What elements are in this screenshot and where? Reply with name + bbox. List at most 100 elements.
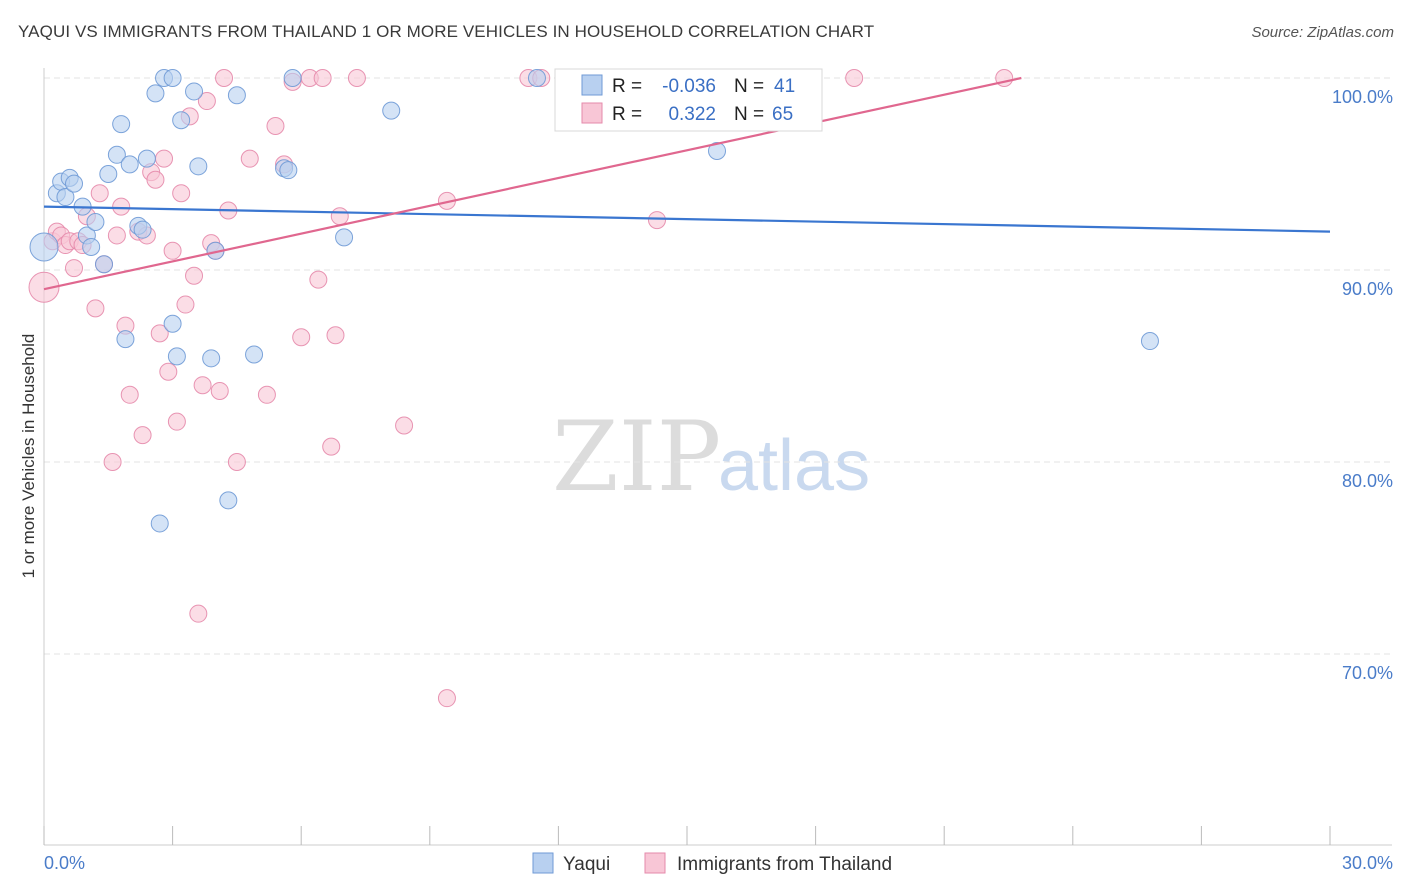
- legend-n-value-yaqui: 41: [774, 76, 795, 97]
- point-thailand-26: [163, 241, 182, 260]
- point-thailand-49: [313, 69, 332, 87]
- point-yaqui-5: [65, 174, 84, 193]
- x-tick-label-30: 30.0%: [1342, 853, 1393, 873]
- point-yaqui-12: [107, 145, 126, 164]
- series-legend-swatch-thailand: [644, 852, 666, 874]
- point-yaqui-35: [283, 69, 302, 87]
- source-label: Source: ZipAtlas.com: [1251, 24, 1394, 41]
- point-thailand-40: [227, 453, 246, 471]
- point-thailand-42: [257, 385, 276, 404]
- stats-legend: R = -0.036 N = 41 R = 0.322 N = 65: [554, 68, 823, 132]
- trend-line-yaqui: [43, 205, 1331, 233]
- y-tick-label-90: 90.0%: [1342, 279, 1393, 299]
- point-yaqui-18: [137, 149, 156, 168]
- point-yaqui-25: [172, 111, 191, 130]
- trend-line-thailand: [43, 76, 1022, 291]
- point-yaqui-0: [29, 232, 59, 262]
- series-legend-label-yaqui: Yaqui: [563, 854, 610, 875]
- gridlines: [44, 77, 1392, 655]
- point-yaqui-14: [116, 330, 135, 349]
- series-legend-label-thailand: Immigrants from Thailand: [677, 854, 892, 875]
- point-yaqui-27: [189, 157, 208, 176]
- y-tick-label-100: 100.0%: [1332, 87, 1393, 107]
- legend-swatch-yaqui: [581, 74, 603, 96]
- point-thailand-48: [309, 270, 328, 289]
- point-thailand-50: [322, 437, 341, 456]
- trend-lines: [43, 76, 1331, 291]
- axes: [43, 68, 1392, 846]
- point-thailand-34: [197, 92, 216, 111]
- point-yaqui-23: [163, 314, 182, 333]
- point-thailand-63: [845, 69, 864, 87]
- point-yaqui-10: [95, 255, 114, 274]
- series-legend: Yaqui Immigrants from Thailand: [532, 852, 892, 875]
- point-thailand-15: [112, 197, 131, 216]
- point-thailand-22: [146, 170, 165, 189]
- point-yaqui-17: [133, 220, 152, 239]
- point-yaqui-11: [99, 165, 118, 183]
- watermark: ZIP atlas: [552, 401, 870, 513]
- point-thailand-31: [185, 266, 204, 285]
- point-yaqui-32: [245, 345, 264, 364]
- point-thailand-11: [90, 184, 109, 203]
- point-thailand-43: [266, 117, 285, 135]
- point-thailand-6: [65, 259, 84, 278]
- point-yaqui-26: [185, 82, 204, 101]
- point-thailand-13: [103, 453, 122, 471]
- point-thailand-51: [326, 326, 345, 345]
- watermark-zip: ZIP: [552, 401, 721, 513]
- legend-r-value-thailand: 0.322: [668, 104, 716, 125]
- legend-r-label-thailand: R =: [612, 104, 642, 125]
- point-thailand-53: [347, 69, 366, 87]
- point-yaqui-3: [56, 188, 75, 207]
- point-yaqui-28: [202, 349, 221, 368]
- point-thailand-56: [437, 689, 456, 708]
- watermark-atlas: atlas: [718, 426, 870, 506]
- point-thailand-32: [189, 604, 208, 623]
- point-thailand-52: [330, 207, 349, 226]
- point-yaqui-15: [120, 155, 139, 174]
- point-thailand-29: [176, 295, 195, 314]
- point-yaqui-37: [382, 101, 401, 120]
- point-yaqui-30: [219, 491, 238, 510]
- point-thailand-38: [215, 69, 234, 87]
- point-yaqui-38: [527, 69, 546, 87]
- x-axis-ticks: [43, 826, 1331, 845]
- point-yaqui-20: [150, 514, 169, 533]
- data-points: [28, 69, 1159, 708]
- legend-r-label-yaqui: R =: [612, 76, 642, 97]
- point-thailand-0: [28, 271, 60, 303]
- legend-n-label-thailand: N =: [734, 104, 764, 125]
- point-yaqui-40: [1140, 332, 1159, 351]
- point-yaqui-22: [163, 69, 182, 87]
- point-thailand-14: [107, 226, 126, 245]
- point-thailand-23: [150, 324, 169, 343]
- point-yaqui-36: [335, 228, 354, 247]
- point-thailand-28: [172, 184, 191, 203]
- point-thailand-37: [210, 381, 229, 400]
- point-thailand-25: [159, 362, 178, 381]
- y-tick-labels: 70.0% 80.0% 90.0% 100.0%: [1332, 87, 1393, 683]
- point-thailand-61: [647, 211, 666, 230]
- point-thailand-27: [167, 412, 186, 431]
- point-yaqui-39: [708, 141, 727, 160]
- point-thailand-24: [155, 149, 174, 168]
- point-yaqui-34: [279, 161, 298, 180]
- legend-n-label-yaqui: N =: [734, 76, 764, 97]
- point-yaqui-9: [86, 213, 105, 231]
- y-tick-label-70: 70.0%: [1342, 663, 1393, 683]
- point-thailand-41: [240, 149, 259, 168]
- x-tick-label-0: 0.0%: [44, 853, 85, 873]
- series-legend-swatch-yaqui: [532, 852, 554, 874]
- point-yaqui-8: [82, 237, 101, 256]
- point-thailand-46: [292, 328, 311, 347]
- y-tick-label-80: 80.0%: [1342, 471, 1393, 491]
- point-thailand-54: [395, 416, 414, 435]
- point-yaqui-31: [227, 86, 246, 105]
- legend-swatch-thailand: [581, 102, 603, 124]
- point-thailand-10: [86, 299, 105, 318]
- point-thailand-19: [133, 426, 152, 445]
- point-yaqui-19: [146, 84, 165, 103]
- y-axis-label: 1 or more Vehicles in Household: [19, 334, 38, 579]
